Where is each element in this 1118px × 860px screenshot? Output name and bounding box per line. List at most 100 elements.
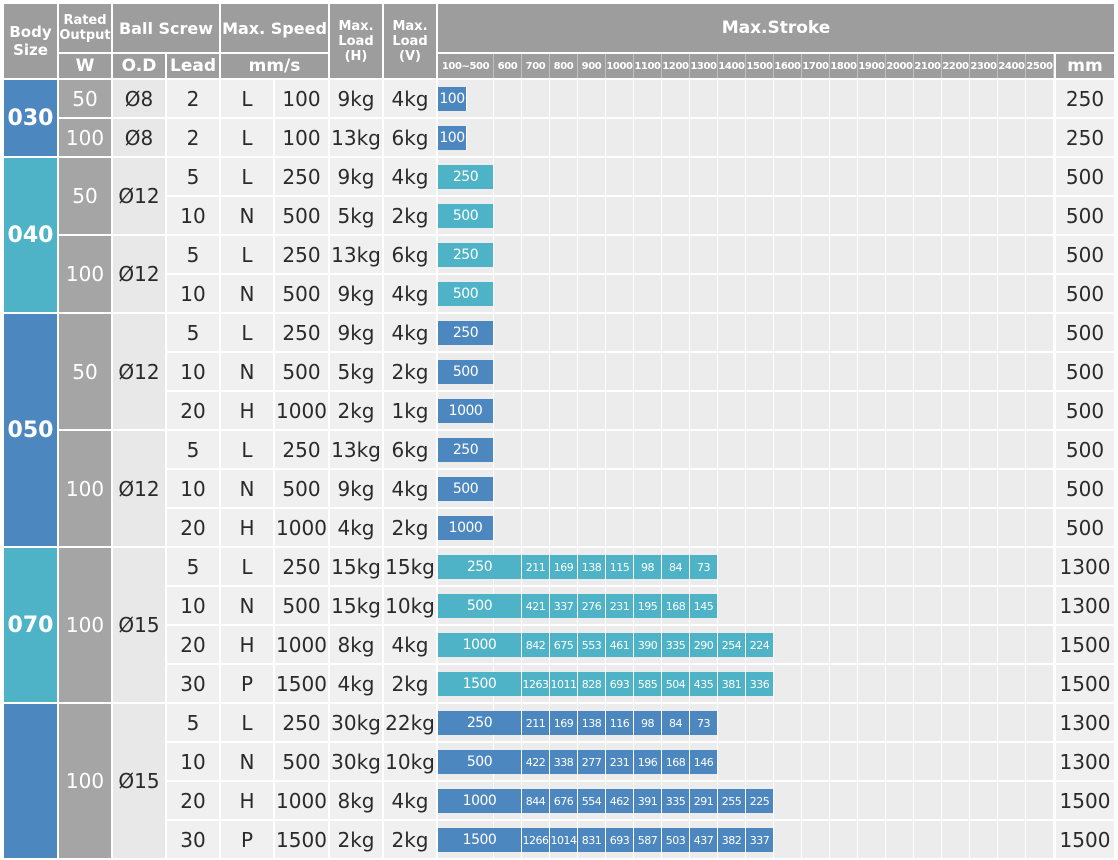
- stroke-grid-cell: [634, 431, 662, 468]
- stroke-grid-cell: [522, 392, 550, 429]
- stroke-grid-cell: [746, 275, 774, 312]
- stroke-grid-cell: [802, 80, 830, 117]
- speed-value-cell: 250: [275, 431, 328, 468]
- stroke-grid-cell: [634, 353, 662, 390]
- stroke-bar: 169: [550, 711, 578, 735]
- stroke-grid-cell: [522, 275, 550, 312]
- stroke-grid-cell: [998, 353, 1026, 390]
- speed-value-cell: 500: [275, 197, 328, 234]
- stroke-grid-cell: [578, 353, 606, 390]
- speed-code-cell: P: [221, 665, 273, 702]
- max-stroke-cell: 1300: [1056, 704, 1114, 741]
- max-load-h-cell: 4kg: [330, 509, 382, 546]
- speed-value-cell: 1500: [275, 665, 328, 702]
- stroke-grid-cell: [774, 626, 802, 663]
- stroke-bar: 828: [578, 672, 606, 696]
- stroke-bar: 338: [550, 750, 578, 774]
- stroke-bar: 100: [438, 87, 467, 111]
- stroke-bar: 231: [606, 750, 634, 774]
- stroke-grid-cell: [550, 314, 578, 351]
- speed-code-cell: L: [221, 704, 273, 741]
- stroke-grid-cell: [886, 392, 914, 429]
- stroke-grid-cell: [606, 392, 634, 429]
- stroke-column-header: 2200: [942, 54, 970, 78]
- speed-value-cell: 100: [275, 119, 328, 156]
- max-load-h-cell: 9kg: [330, 275, 382, 312]
- max-load-v-cell: 4kg: [384, 782, 436, 819]
- stroke-grid-cell: [550, 431, 578, 468]
- max-load-v-cell: 4kg: [384, 158, 436, 195]
- stroke-grid-cell: [494, 470, 522, 507]
- stroke-grid-cell: [942, 80, 970, 117]
- stroke-grid-cell: [886, 626, 914, 663]
- stroke-grid-cell: [914, 158, 942, 195]
- header-max-speed: Max. Speed: [221, 4, 328, 52]
- stroke-grid-cell: [634, 509, 662, 546]
- stroke-column-header: 1200: [662, 54, 690, 78]
- stroke-grid-cell: [606, 236, 634, 273]
- stroke-grid-cell: [1026, 158, 1054, 195]
- stroke-grid-cell: [998, 275, 1026, 312]
- stroke-grid-cell: [970, 119, 998, 156]
- stroke-grid-cell: [634, 275, 662, 312]
- stroke-grid-cell: [774, 431, 802, 468]
- stroke-grid-cell: [774, 782, 802, 819]
- stroke-bar: 461: [606, 633, 634, 657]
- body-size-cell: 050: [4, 314, 57, 546]
- lead-cell: 10: [167, 587, 219, 624]
- stroke-grid-cell: [718, 353, 746, 390]
- stroke-bar: 437: [690, 828, 718, 852]
- stroke-grid-cell: [606, 158, 634, 195]
- stroke-bar: 554: [578, 789, 606, 813]
- stroke-bar: 503: [662, 828, 690, 852]
- stroke-grid-cell: [830, 119, 858, 156]
- stroke-grid-cell: [998, 392, 1026, 429]
- max-load-h-cell: 30kg: [330, 743, 382, 780]
- stroke-column-header: 700: [522, 54, 550, 78]
- stroke-grid-cell: [830, 470, 858, 507]
- stroke-grid-cell: [746, 353, 774, 390]
- max-stroke-cell: 500: [1056, 509, 1114, 546]
- stroke-grid-cell: [662, 275, 690, 312]
- speed-code-cell: H: [221, 782, 273, 819]
- stroke-grid-cell: [522, 509, 550, 546]
- stroke-bar: 73: [690, 555, 718, 579]
- speed-code-cell: P: [221, 821, 273, 858]
- stroke-bar: 277: [578, 750, 606, 774]
- stroke-grid-cell: [774, 743, 802, 780]
- max-load-v-cell: 2kg: [384, 665, 436, 702]
- stroke-bar: 250: [438, 555, 522, 579]
- stroke-grid-cell: [886, 158, 914, 195]
- stroke-grid-cell: [634, 470, 662, 507]
- speed-value-cell: 100: [275, 80, 328, 117]
- stroke-grid-cell: [494, 236, 522, 273]
- stroke-grid-cell: [690, 158, 718, 195]
- lead-cell: 20: [167, 626, 219, 663]
- stroke-grid-cell: [522, 314, 550, 351]
- stroke-grid-cell: [578, 158, 606, 195]
- stroke-grid-cell: [886, 587, 914, 624]
- stroke-grid-cell: [662, 236, 690, 273]
- stroke-grid-cell: [970, 587, 998, 624]
- stroke-grid-cell: [830, 782, 858, 819]
- stroke-grid-cell: [858, 704, 886, 741]
- speed-value-cell: 250: [275, 158, 328, 195]
- stroke-grid-cell: [774, 704, 802, 741]
- stroke-grid-cell: [886, 782, 914, 819]
- stroke-grid-cell: [886, 704, 914, 741]
- speed-code-cell: N: [221, 743, 273, 780]
- stroke-grid-cell: [914, 626, 942, 663]
- stroke-grid-cell: [998, 80, 1026, 117]
- stroke-grid-cell: [970, 509, 998, 546]
- ball-screw-od-cell: Ø8: [113, 119, 165, 156]
- stroke-grid-cell: [1026, 509, 1054, 546]
- stroke-grid-cell: [634, 80, 662, 117]
- stroke-grid-cell: [802, 743, 830, 780]
- stroke-bar: 100: [438, 126, 467, 150]
- stroke-grid-cell: [718, 509, 746, 546]
- stroke-grid-cell: [970, 704, 998, 741]
- stroke-grid-cell: [970, 782, 998, 819]
- speed-value-cell: 500: [275, 353, 328, 390]
- stroke-bar: 421: [522, 594, 550, 618]
- stroke-bar: 250: [438, 321, 494, 345]
